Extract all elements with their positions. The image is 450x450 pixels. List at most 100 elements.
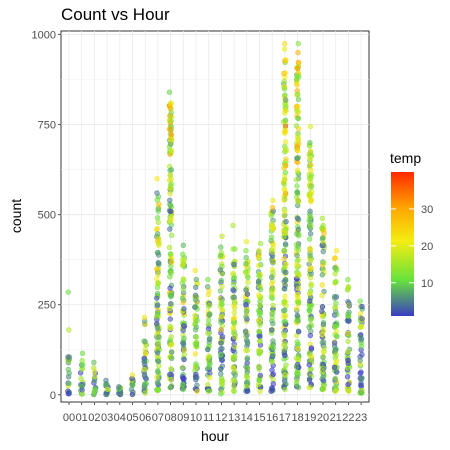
legend-tick-label: 30 bbox=[421, 204, 433, 216]
data-point bbox=[244, 388, 251, 394]
data-point bbox=[320, 235, 326, 241]
data-point bbox=[333, 328, 340, 335]
data-point bbox=[179, 295, 186, 302]
data-point bbox=[155, 252, 162, 258]
data-point bbox=[142, 381, 148, 387]
data-point bbox=[180, 375, 186, 381]
data-point bbox=[359, 316, 365, 322]
data-point bbox=[345, 360, 351, 367]
data-point bbox=[320, 354, 326, 361]
data-point bbox=[307, 123, 314, 130]
data-point bbox=[154, 238, 161, 244]
data-point bbox=[179, 256, 186, 263]
data-point bbox=[295, 133, 301, 139]
data-point bbox=[166, 89, 173, 95]
data-point bbox=[218, 346, 224, 352]
data-point bbox=[180, 340, 187, 347]
data-point bbox=[155, 219, 161, 226]
data-point bbox=[167, 273, 173, 280]
data-point bbox=[319, 282, 325, 288]
data-point bbox=[65, 289, 71, 295]
data-point bbox=[218, 371, 224, 377]
data-point bbox=[232, 344, 238, 350]
legend-title: temp bbox=[390, 150, 422, 166]
data-point bbox=[243, 254, 249, 261]
data-point bbox=[219, 283, 225, 290]
data-point bbox=[307, 155, 313, 162]
data-point bbox=[231, 383, 237, 390]
data-point bbox=[294, 292, 301, 298]
data-point bbox=[281, 86, 288, 92]
data-points bbox=[65, 40, 365, 398]
legend-colorbar bbox=[391, 172, 414, 316]
x-tick-label: 13 bbox=[228, 412, 240, 424]
x-tick-label: 09 bbox=[177, 412, 189, 424]
y-tick-label: 500 bbox=[38, 210, 56, 222]
data-point bbox=[270, 286, 276, 293]
data-point bbox=[65, 354, 71, 360]
data-point bbox=[295, 346, 301, 352]
data-point bbox=[154, 215, 161, 221]
data-point bbox=[192, 351, 199, 357]
data-point bbox=[230, 281, 237, 287]
x-tick-label: 22 bbox=[342, 412, 354, 424]
data-point bbox=[192, 297, 199, 303]
data-point bbox=[281, 78, 287, 85]
data-point bbox=[219, 233, 225, 240]
x-tick-label: 17 bbox=[279, 412, 291, 424]
data-point bbox=[358, 324, 365, 330]
data-point bbox=[270, 260, 276, 266]
data-point bbox=[179, 364, 185, 371]
data-point bbox=[192, 340, 198, 347]
data-point bbox=[256, 317, 263, 323]
data-point bbox=[167, 190, 173, 197]
data-point bbox=[282, 107, 288, 114]
data-point bbox=[207, 375, 213, 381]
data-point bbox=[295, 226, 302, 233]
data-point bbox=[307, 298, 313, 304]
data-point bbox=[219, 334, 226, 340]
data-point bbox=[243, 248, 249, 254]
data-point bbox=[167, 226, 173, 232]
data-point bbox=[168, 148, 175, 154]
data-point bbox=[155, 342, 161, 348]
data-point bbox=[319, 339, 325, 346]
data-point bbox=[344, 374, 351, 380]
data-point bbox=[243, 314, 249, 320]
data-point bbox=[91, 359, 97, 366]
data-point bbox=[231, 303, 237, 309]
data-point bbox=[79, 391, 86, 397]
data-point bbox=[282, 307, 288, 313]
data-point bbox=[155, 206, 161, 212]
data-point bbox=[357, 298, 363, 304]
x-tick-label: 16 bbox=[266, 412, 278, 424]
data-point bbox=[295, 49, 301, 56]
data-point bbox=[282, 318, 289, 325]
data-point bbox=[205, 330, 211, 336]
data-point bbox=[156, 260, 162, 267]
data-point bbox=[282, 169, 289, 176]
data-point bbox=[179, 381, 186, 388]
data-point bbox=[320, 374, 326, 380]
data-point bbox=[168, 137, 174, 143]
data-point bbox=[218, 244, 224, 250]
data-point bbox=[268, 274, 275, 280]
y-tick-label: 1000 bbox=[32, 30, 56, 42]
data-point bbox=[345, 348, 351, 355]
data-point bbox=[334, 322, 340, 329]
data-point bbox=[282, 313, 289, 319]
data-point bbox=[282, 293, 288, 300]
data-point bbox=[359, 303, 365, 310]
data-point bbox=[255, 278, 262, 284]
data-point bbox=[181, 347, 188, 353]
data-point bbox=[180, 286, 186, 292]
data-point bbox=[256, 248, 262, 254]
data-point bbox=[154, 197, 160, 203]
data-point bbox=[218, 340, 224, 346]
data-point bbox=[168, 214, 174, 221]
data-point bbox=[244, 364, 251, 371]
data-point bbox=[293, 305, 300, 312]
data-point bbox=[154, 225, 160, 232]
data-point bbox=[218, 391, 224, 397]
x-tick-label: 14 bbox=[241, 412, 253, 424]
